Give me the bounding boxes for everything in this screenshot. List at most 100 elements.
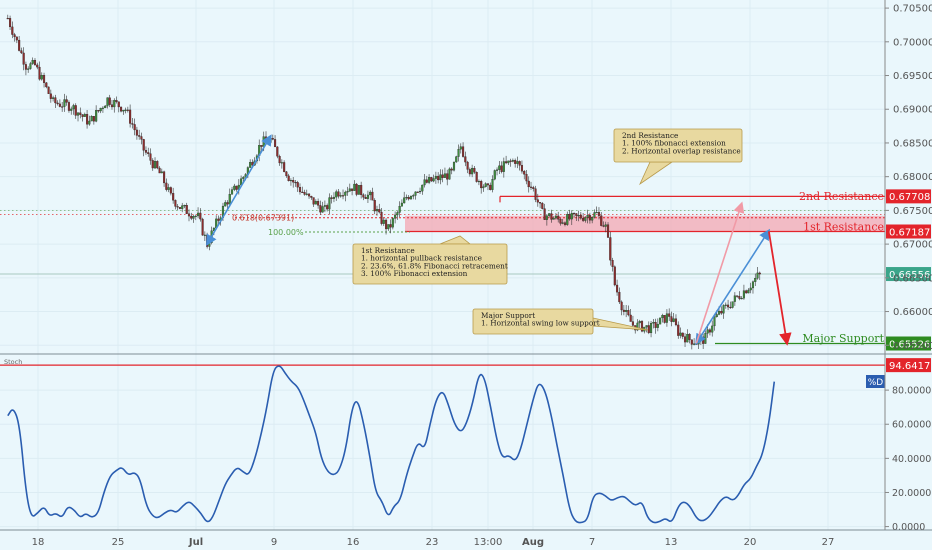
candle: [620, 300, 623, 316]
candle: [597, 207, 601, 220]
candle: [151, 158, 154, 171]
candle-body: [341, 195, 345, 197]
candle-body: [280, 162, 283, 164]
candle: [382, 217, 385, 227]
candle-body: [45, 82, 48, 88]
candle-body: [262, 136, 265, 147]
candle: [548, 212, 551, 218]
candle-body: [36, 64, 39, 68]
candle-body: [20, 50, 23, 54]
candle-body: [165, 182, 168, 190]
candle: [307, 193, 311, 199]
candle: [439, 169, 442, 185]
candle: [101, 106, 104, 113]
candle: [65, 95, 68, 106]
candle: [149, 148, 152, 165]
candle: [183, 204, 186, 209]
candle-body: [385, 219, 388, 230]
candle: [156, 160, 159, 170]
candle: [328, 193, 331, 215]
candle-body: [693, 343, 696, 345]
candle: [341, 189, 345, 200]
candle: [534, 185, 537, 203]
candle: [389, 219, 392, 234]
callout-box: [472, 308, 594, 335]
candle-body: [301, 191, 304, 193]
candle: [502, 157, 505, 178]
candle: [86, 109, 89, 129]
candle: [138, 129, 141, 140]
candle: [602, 221, 605, 228]
candle-body: [618, 291, 621, 303]
fib-100-label: 100.00%: [268, 228, 304, 237]
badge-current-price-rect: [886, 267, 931, 282]
candle: [396, 210, 399, 220]
candle-body: [604, 224, 607, 227]
candle: [511, 158, 514, 163]
candle-body: [502, 161, 505, 172]
candle-body: [597, 212, 601, 216]
candle: [405, 194, 408, 201]
candle-body: [704, 333, 707, 344]
candle-body: [695, 343, 698, 345]
candle-body: [541, 203, 544, 209]
candle: [584, 216, 587, 223]
candle-body: [434, 175, 437, 179]
candle: [670, 311, 673, 327]
candle: [579, 212, 582, 220]
candle-body: [70, 108, 73, 111]
candle-body: [108, 97, 111, 105]
candle: [58, 99, 61, 108]
candle-body: [364, 197, 367, 199]
candle: [452, 161, 456, 172]
candle-body: [486, 183, 490, 186]
candle: [70, 106, 73, 115]
candle: [332, 192, 336, 203]
candle: [140, 132, 143, 145]
candle-body: [652, 322, 655, 324]
candle: [92, 116, 95, 125]
candle: [595, 206, 598, 214]
candle: [627, 305, 630, 317]
candle-body: [437, 175, 440, 181]
candle-body: [389, 224, 392, 228]
candle-body: [688, 333, 691, 340]
candle: [466, 160, 469, 174]
candle-body: [38, 66, 41, 80]
candle: [613, 265, 616, 287]
candle-body: [430, 177, 433, 182]
label-major-support: Major Support: [802, 332, 884, 345]
candle-body: [663, 315, 666, 323]
badge-second-resistance: 0.67708: [886, 189, 931, 204]
candle-body: [620, 301, 623, 311]
candle-body: [260, 145, 263, 147]
candle-body: [606, 224, 610, 238]
candle-body: [740, 298, 743, 300]
candle: [178, 207, 181, 210]
candle: [99, 107, 102, 114]
candle: [464, 151, 467, 167]
candle-body: [672, 318, 675, 322]
candle: [672, 313, 675, 323]
badge-current-price: 0.66556: [886, 267, 931, 282]
candle: [679, 327, 682, 339]
candle: [523, 170, 526, 180]
callout-line: 1. 100% fibonacci extension: [622, 139, 726, 148]
candle-body: [110, 104, 114, 108]
candle: [29, 61, 32, 70]
candle-body: [321, 206, 324, 213]
candle: [518, 160, 521, 171]
candle: [276, 146, 279, 159]
candle: [319, 200, 322, 215]
candle: [360, 181, 363, 199]
candle-body: [201, 218, 204, 236]
resistance-zone-rect: [405, 215, 885, 232]
candle: [586, 209, 589, 224]
candle: [321, 201, 324, 213]
candle-body: [416, 191, 419, 193]
candle-body: [690, 339, 693, 345]
candle-body: [131, 123, 134, 125]
candle: [11, 21, 14, 39]
